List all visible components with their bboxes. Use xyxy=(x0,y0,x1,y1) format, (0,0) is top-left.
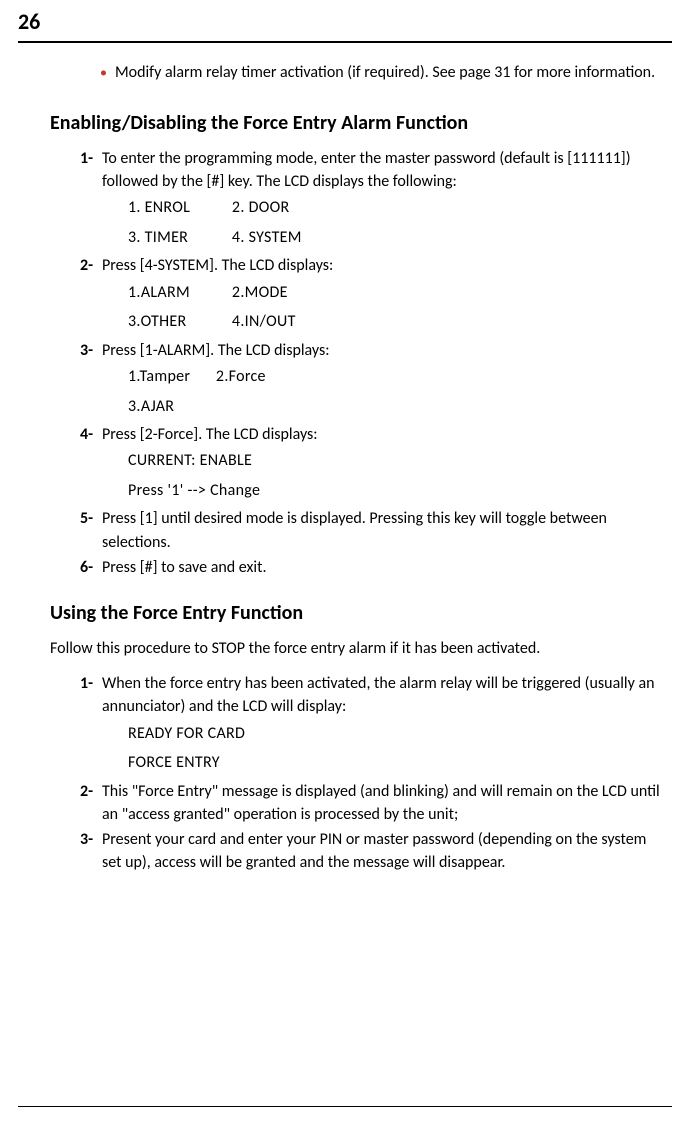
step-number: 5- xyxy=(80,507,102,553)
step-item: 6- Press [#] to save and exit. xyxy=(80,556,662,579)
lcd-line: 3. TIMER xyxy=(128,223,228,253)
lcd-line: 1.Tamper xyxy=(128,362,212,392)
lcd-line: 3.AJAR xyxy=(128,397,174,416)
lcd-line: CURRENT: ENABLE xyxy=(128,446,662,476)
lcd-line: READY FOR CARD xyxy=(128,719,662,749)
section-heading: Using the Force Entry Function xyxy=(50,601,662,625)
step-number: 1- xyxy=(80,672,102,778)
section-using: Using the Force Entry Function Follow th… xyxy=(50,601,662,875)
step-text: Press [1-ALARM]. The LCD displays: xyxy=(102,341,330,360)
step-text: When the force entry has been activated,… xyxy=(102,674,655,716)
step-number: 3- xyxy=(80,339,102,421)
step-number: 3- xyxy=(80,828,102,874)
lcd-line: 3.OTHER xyxy=(128,307,228,337)
step-list: 1- When the force entry has been activat… xyxy=(50,672,662,874)
content-area: • Modify alarm relay timer activation (i… xyxy=(0,43,690,875)
step-text: Press [#] to save and exit. xyxy=(102,558,267,577)
step-text: Press [1] until desired mode is displaye… xyxy=(102,509,607,551)
lcd-line: 2.MODE xyxy=(232,283,288,302)
step-item: 1- To enter the programming mode, enter … xyxy=(80,147,662,253)
section-intro: Follow this procedure to STOP the force … xyxy=(50,637,662,660)
step-text: To enter the programming mode, enter the… xyxy=(102,149,631,191)
bullet-icon: • xyxy=(100,61,115,85)
step-item: 5- Press [1] until desired mode is displ… xyxy=(80,507,662,553)
lcd-display: READY FOR CARD FORCE ENTRY xyxy=(102,719,662,778)
lcd-line: FORCE ENTRY xyxy=(128,748,662,778)
lcd-line: Press '1' --> Change xyxy=(128,476,662,506)
lcd-display: 1.ALARM 2.MODE 3.OTHER 4.IN/OUT xyxy=(102,278,662,337)
section-enabling: Enabling/Disabling the Force Entry Alarm… xyxy=(50,111,662,579)
step-item: 1- When the force entry has been activat… xyxy=(80,672,662,778)
step-text: Press [2-Force]. The LCD displays: xyxy=(102,425,318,444)
bottom-rule xyxy=(18,1106,672,1107)
step-text: This "Force Entry" message is displayed … xyxy=(102,782,660,824)
step-text: Press [4-SYSTEM]. The LCD displays: xyxy=(102,256,333,275)
step-item: 3- Press [1-ALARM]. The LCD displays: 1.… xyxy=(80,339,662,421)
step-text: Present your card and enter your PIN or … xyxy=(102,830,646,872)
step-number: 4- xyxy=(80,423,102,505)
lcd-line: 4. SYSTEM xyxy=(232,228,302,247)
step-number: 2- xyxy=(80,780,102,826)
bullet-text: Modify alarm relay timer activation (if … xyxy=(115,61,655,85)
section-heading: Enabling/Disabling the Force Entry Alarm… xyxy=(50,111,662,135)
step-number: 1- xyxy=(80,147,102,253)
step-item: 3- Present your card and enter your PIN … xyxy=(80,828,662,874)
lcd-line: 1. ENROL xyxy=(128,193,228,223)
lcd-display: CURRENT: ENABLE Press '1' --> Change xyxy=(102,446,662,505)
lcd-line: 4.IN/OUT xyxy=(232,312,296,331)
step-item: 2- Press [4-SYSTEM]. The LCD displays: 1… xyxy=(80,254,662,336)
lcd-line: 2.Force xyxy=(216,367,266,386)
lcd-line: 2. DOOR xyxy=(232,198,290,217)
step-list: 1- To enter the programming mode, enter … xyxy=(50,147,662,579)
step-number: 6- xyxy=(80,556,102,579)
lcd-line: 1.ALARM xyxy=(128,278,228,308)
lcd-display: 1. ENROL 2. DOOR 3. TIMER 4. SYSTEM xyxy=(102,193,662,252)
lcd-display: 1.Tamper 2.Force 3.AJAR xyxy=(102,362,662,421)
step-item: 4- Press [2-Force]. The LCD displays: CU… xyxy=(80,423,662,505)
step-number: 2- xyxy=(80,254,102,336)
step-item: 2- This "Force Entry" message is display… xyxy=(80,780,662,826)
bullet-item: • Modify alarm relay timer activation (i… xyxy=(50,61,662,85)
page-number: 26 xyxy=(0,0,690,41)
